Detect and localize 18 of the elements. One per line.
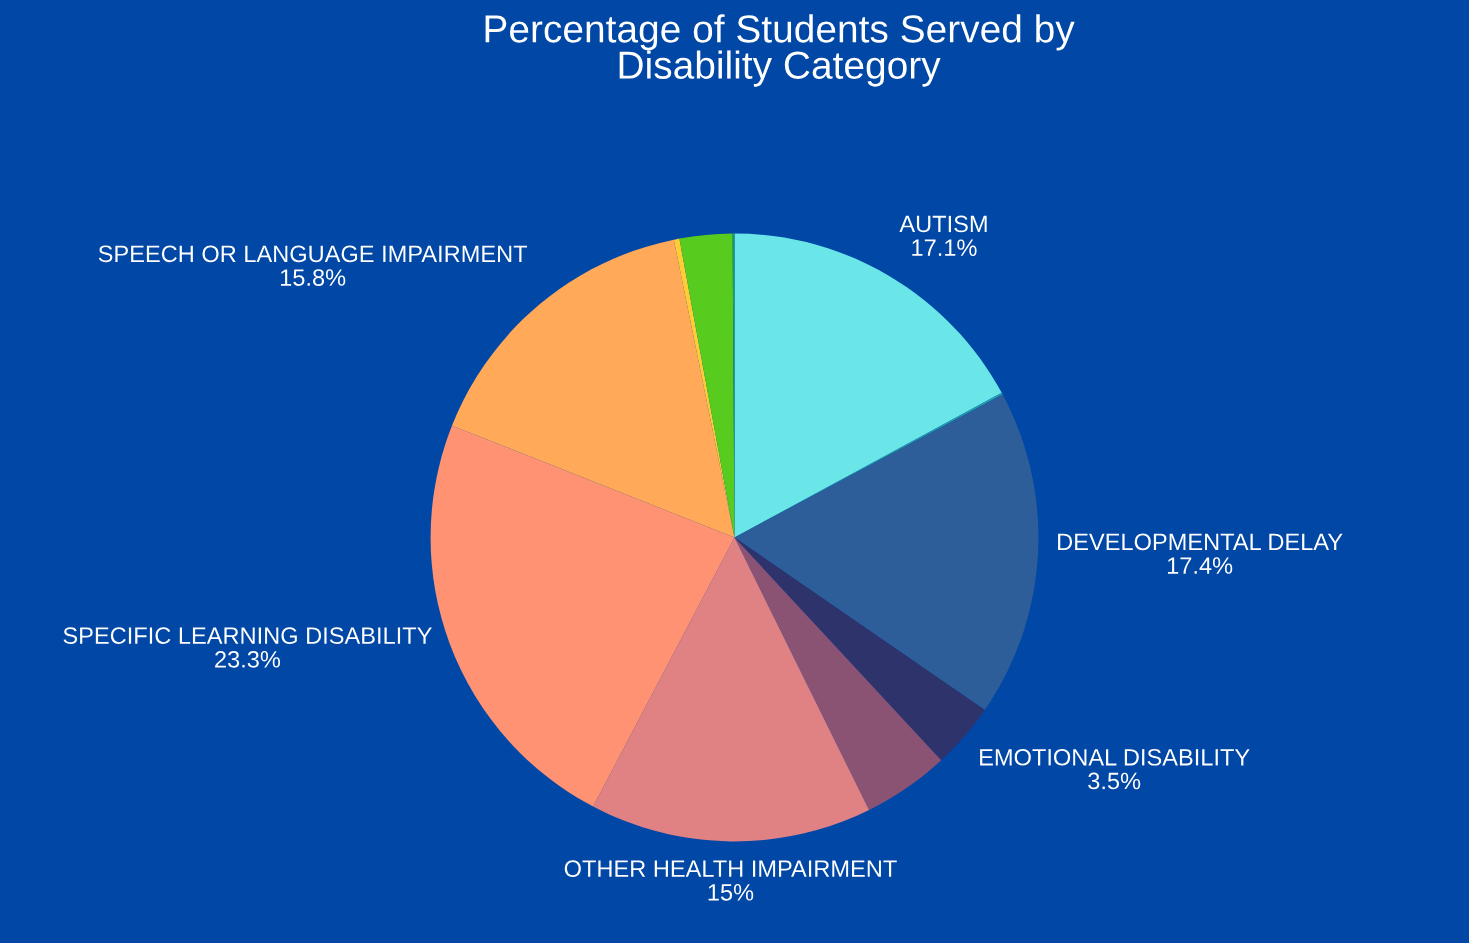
data-label: 23.3% (215, 650, 281, 668)
data-label: 17.1% (912, 239, 977, 256)
slice-label: EMOTIONAL DISABILITY (980, 748, 1250, 766)
data-label: 17.4% (1167, 557, 1233, 574)
pie-slice (734, 233, 1002, 538)
data-label: 3.5% (1088, 772, 1141, 790)
slice-label: SPECIFIC LEARNING DISABILITY (63, 627, 432, 644)
slice-label: DEVELOPMENTAL DELAY (1058, 533, 1343, 551)
pie-slice (430, 425, 735, 807)
slice-label: AUTISM (899, 215, 987, 233)
data-label: 15.8% (280, 269, 346, 286)
pie-slice (734, 394, 1039, 710)
slice-label: SPEECH OR LANGUAGE IMPAIRMENT (98, 245, 528, 263)
slice-label: OTHER HEALTH IMPAIRMENT (564, 860, 897, 877)
chart-title: Percentage of Students Served by Disability Category (485, 14, 1075, 87)
data-label: 15% (708, 884, 754, 901)
pie-slice (734, 537, 942, 811)
pie-slice (593, 537, 870, 842)
